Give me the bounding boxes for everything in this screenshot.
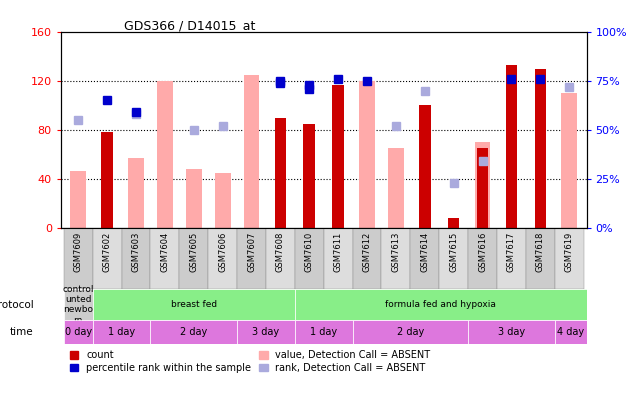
- Bar: [526, 228, 554, 289]
- Text: GSM7606: GSM7606: [218, 231, 227, 272]
- Bar: [266, 228, 295, 289]
- Bar: [554, 320, 587, 344]
- Text: GSM7610: GSM7610: [304, 231, 313, 272]
- Bar: [353, 320, 468, 344]
- Bar: [381, 228, 410, 289]
- Bar: [64, 320, 93, 344]
- Bar: [303, 124, 315, 228]
- Text: time: time: [10, 327, 33, 337]
- Bar: [562, 93, 577, 228]
- Text: GSM7618: GSM7618: [536, 231, 545, 272]
- Text: GSM7612: GSM7612: [363, 231, 372, 272]
- Text: 1 day: 1 day: [108, 327, 135, 337]
- Text: GSM7617: GSM7617: [507, 231, 516, 272]
- Bar: [93, 320, 151, 344]
- Text: GSM7619: GSM7619: [565, 231, 574, 272]
- Bar: [274, 118, 286, 228]
- Bar: [535, 69, 546, 228]
- Text: 1 day: 1 day: [310, 327, 337, 337]
- Text: GSM7603: GSM7603: [131, 231, 140, 272]
- Bar: [295, 228, 324, 289]
- Bar: [359, 81, 375, 228]
- Text: GSM7613: GSM7613: [392, 231, 401, 272]
- Text: GSM7614: GSM7614: [420, 231, 429, 272]
- Text: 0 day: 0 day: [65, 327, 92, 337]
- Text: protocol: protocol: [0, 300, 33, 310]
- Bar: [410, 228, 439, 289]
- Bar: [468, 320, 554, 344]
- Bar: [93, 228, 122, 289]
- Text: formula fed and hypoxia: formula fed and hypoxia: [385, 300, 496, 309]
- Text: 2 day: 2 day: [180, 327, 208, 337]
- Text: GSM7607: GSM7607: [247, 231, 256, 272]
- Bar: [324, 228, 353, 289]
- Text: GSM7604: GSM7604: [160, 231, 169, 272]
- Text: GSM7609: GSM7609: [74, 231, 83, 272]
- Bar: [237, 228, 266, 289]
- Bar: [295, 289, 587, 320]
- Bar: [419, 105, 431, 228]
- Bar: [244, 75, 260, 228]
- Text: 4 day: 4 day: [557, 327, 584, 337]
- Bar: [215, 173, 231, 228]
- Bar: [151, 320, 237, 344]
- Bar: [497, 228, 526, 289]
- Bar: [477, 148, 488, 228]
- Bar: [151, 228, 179, 289]
- Bar: [101, 132, 113, 228]
- Bar: [237, 320, 295, 344]
- Bar: [186, 169, 202, 228]
- Bar: [179, 228, 208, 289]
- Legend: count, percentile rank within the sample, value, Detection Call = ABSENT, rank, : count, percentile rank within the sample…: [66, 346, 435, 377]
- Bar: [448, 219, 460, 228]
- Bar: [64, 228, 93, 289]
- Bar: [468, 228, 497, 289]
- Text: GDS366 / D14015_at: GDS366 / D14015_at: [124, 19, 255, 32]
- Bar: [353, 228, 381, 289]
- Text: breast fed: breast fed: [171, 300, 217, 309]
- Bar: [122, 228, 151, 289]
- Text: GSM7611: GSM7611: [334, 231, 343, 272]
- Bar: [157, 81, 173, 228]
- Bar: [333, 84, 344, 228]
- Bar: [71, 171, 86, 228]
- Bar: [128, 158, 144, 228]
- Text: GSM7616: GSM7616: [478, 231, 487, 272]
- Text: GSM7608: GSM7608: [276, 231, 285, 272]
- Bar: [64, 289, 93, 320]
- Bar: [388, 148, 404, 228]
- Text: 2 day: 2 day: [397, 327, 424, 337]
- Bar: [474, 142, 490, 228]
- Text: 3 day: 3 day: [253, 327, 279, 337]
- Text: control
unted
newbo
rn: control unted newbo rn: [62, 285, 94, 325]
- Text: GSM7615: GSM7615: [449, 231, 458, 272]
- Text: GSM7605: GSM7605: [189, 231, 198, 272]
- Text: GSM7602: GSM7602: [103, 231, 112, 272]
- Bar: [554, 228, 583, 289]
- Bar: [208, 228, 237, 289]
- Bar: [439, 228, 468, 289]
- Bar: [93, 289, 295, 320]
- Bar: [295, 320, 353, 344]
- Text: 3 day: 3 day: [498, 327, 525, 337]
- Bar: [506, 65, 517, 228]
